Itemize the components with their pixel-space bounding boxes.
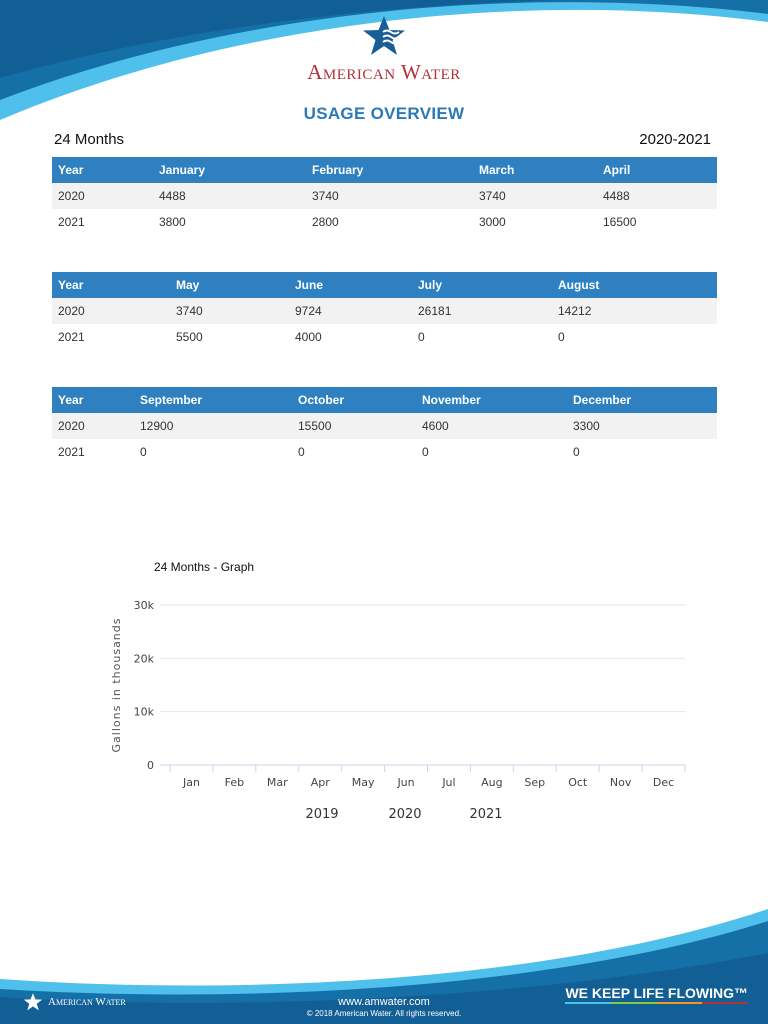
table-cell: 9724 xyxy=(289,298,412,324)
table-header-cell: January xyxy=(153,157,306,183)
period-range: 2020-2021 xyxy=(639,131,711,148)
footer-brand-name: American Water xyxy=(48,996,126,1008)
table-cell: 2021 xyxy=(52,209,153,235)
table-cell: 0 xyxy=(552,324,717,350)
table-row: 2020 4488 3740 3740 4488 xyxy=(52,183,717,209)
y-tick-label: 20k xyxy=(134,652,155,665)
table-cell: 3000 xyxy=(473,209,597,235)
table-header-cell: September xyxy=(134,387,292,413)
table-header-cell: June xyxy=(289,272,412,298)
table-cell: 3740 xyxy=(170,298,289,324)
logo: American Water xyxy=(0,14,768,85)
table-cell: 4600 xyxy=(416,413,567,439)
footer-info: www.amwater.com © 2018 American Water. A… xyxy=(0,996,768,1018)
table-cell: 26181 xyxy=(412,298,552,324)
usage-chart: 0 10k 20k 30k Gallons in thousands Jan Feb Mar A… xyxy=(110,599,686,822)
table-cell: 14212 xyxy=(552,298,717,324)
tagline-text: WE KEEP LIFE FLOWING™ xyxy=(565,985,748,1001)
table-row: 2021 5500 4000 0 0 xyxy=(52,324,717,350)
x-tick-label: Jun xyxy=(396,776,414,789)
footer-copyright: © 2018 American Water. All rights reserv… xyxy=(306,1009,462,1018)
table-row: 2020 12900 15500 4600 3300 xyxy=(52,413,717,439)
table-cell: 0 xyxy=(134,439,292,465)
table-cell: 0 xyxy=(292,439,416,465)
table-cell: 0 xyxy=(567,439,717,465)
table-header-cell: May xyxy=(170,272,289,298)
tagline-underline xyxy=(565,1002,749,1004)
table-cell: 0 xyxy=(416,439,567,465)
x-tick-label: Mar xyxy=(267,776,288,789)
y-tick-label: 0 xyxy=(147,759,154,772)
graph-title: 24 Months - Graph xyxy=(154,560,255,574)
table-header-cell: October xyxy=(292,387,416,413)
usage-table-sep-dec: Year September October November December… xyxy=(52,387,717,465)
table-cell: 3740 xyxy=(306,183,473,209)
x-tick-label: Jul xyxy=(441,776,455,789)
table-header-cell: February xyxy=(306,157,473,183)
table-header-row: Year May June July August xyxy=(52,272,717,298)
table-cell: 16500 xyxy=(597,209,717,235)
x-tick-label: Jan xyxy=(182,776,200,789)
table-header-row: Year September October November December xyxy=(52,387,717,413)
x-tick-label: Aug xyxy=(481,776,502,789)
table-header-cell: April xyxy=(597,157,717,183)
table-cell: 2020 xyxy=(52,413,134,439)
table-row: 2021 0 0 0 0 xyxy=(52,439,717,465)
footer-tagline: WE KEEP LIFE FLOWING™ xyxy=(565,985,749,1004)
table-cell: 4488 xyxy=(153,183,306,209)
legend-item: 2019 xyxy=(305,807,338,822)
x-tick-label: Sep xyxy=(524,776,545,789)
footer-url[interactable]: www.amwater.com xyxy=(338,996,430,1008)
table-row: 2021 3800 2800 3000 16500 xyxy=(52,209,717,235)
table-cell: 5500 xyxy=(170,324,289,350)
table-header-cell: Year xyxy=(52,272,170,298)
table-cell: 3740 xyxy=(473,183,597,209)
table-cell: 3800 xyxy=(153,209,306,235)
table-cell: 2020 xyxy=(52,183,153,209)
y-tick-label: 10k xyxy=(134,706,155,719)
x-tick-label: Dec xyxy=(653,776,674,789)
brand-name: American Water xyxy=(307,60,461,84)
table-cell: 4000 xyxy=(289,324,412,350)
table-header-row: Year January February March April xyxy=(52,157,717,183)
table-header-cell: Year xyxy=(52,387,134,413)
legend-item: 2021 xyxy=(469,807,502,822)
x-tick-label: Nov xyxy=(610,776,632,789)
table-row: 2020 3740 9724 26181 14212 xyxy=(52,298,717,324)
period-label: 24 Months xyxy=(54,131,125,148)
x-tick-label: Feb xyxy=(225,776,244,789)
table-cell: 2021 xyxy=(52,324,170,350)
usage-table-jan-apr: Year January February March April 2020 4… xyxy=(52,157,717,235)
footer-brand: American Water xyxy=(22,992,126,1012)
x-tick-label: Apr xyxy=(311,776,331,789)
table-header-cell: July xyxy=(412,272,552,298)
table-cell: 4488 xyxy=(597,183,717,209)
table-header-cell: August xyxy=(552,272,717,298)
table-cell: 12900 xyxy=(134,413,292,439)
x-tick-label: Oct xyxy=(568,776,588,789)
table-header-cell: December xyxy=(567,387,717,413)
x-tick-label: May xyxy=(352,776,375,789)
table-cell: 2800 xyxy=(306,209,473,235)
table-header-cell: March xyxy=(473,157,597,183)
table-cell: 3300 xyxy=(567,413,717,439)
table-cell: 2020 xyxy=(52,298,170,324)
y-axis-label: Gallons in thousands xyxy=(110,618,123,753)
usage-table-may-aug: Year May June July August 2020 3740 9724… xyxy=(52,272,717,350)
table-header-cell: Year xyxy=(52,157,153,183)
table-cell: 2021 xyxy=(52,439,134,465)
table-cell: 0 xyxy=(412,324,552,350)
star-waves-logo-icon xyxy=(363,16,405,55)
table-header-cell: November xyxy=(416,387,567,413)
y-tick-label: 30k xyxy=(134,599,155,612)
page-title: USAGE OVERVIEW xyxy=(303,104,465,123)
star-logo-icon xyxy=(23,993,43,1011)
legend-item: 2020 xyxy=(388,807,421,822)
table-cell: 15500 xyxy=(292,413,416,439)
